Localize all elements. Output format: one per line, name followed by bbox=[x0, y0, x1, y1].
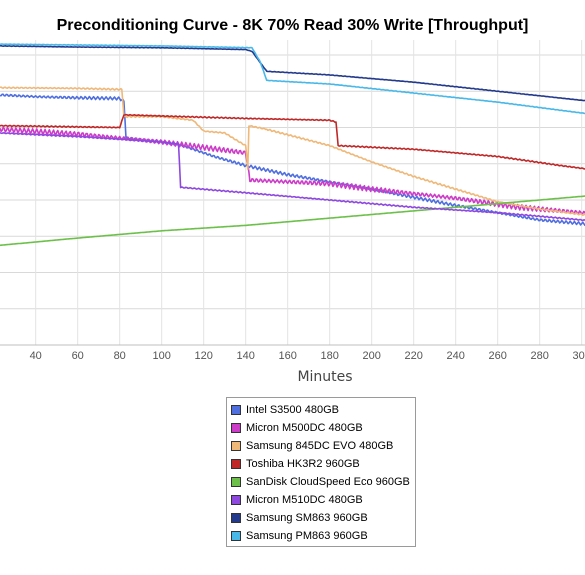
series-line-intel-s3500-480gb bbox=[0, 93, 585, 227]
x-tick-label: 200 bbox=[363, 350, 381, 362]
legend-item: Intel S3500 480GB bbox=[231, 401, 415, 419]
x-tick-label: 220 bbox=[405, 350, 423, 362]
legend-swatch bbox=[231, 441, 241, 451]
legend: Intel S3500 480GB Micron M500DC 480GB Sams… bbox=[226, 397, 416, 547]
legend-label: SanDisk CloudSpeed Eco 960GB bbox=[246, 476, 410, 488]
series-line-samsung-sm863-960gb bbox=[0, 44, 585, 102]
x-tick-label: 300 bbox=[573, 350, 585, 362]
legend-item: Samsung PM863 960GB bbox=[231, 527, 415, 545]
series-line-samsung-845dc-evo-480gb bbox=[0, 86, 585, 217]
series-line-samsung-pm863-960gb bbox=[0, 43, 585, 115]
legend-swatch bbox=[231, 477, 241, 487]
legend-label: Samsung SM863 960GB bbox=[246, 512, 368, 524]
series-lines bbox=[0, 43, 585, 247]
x-tick-label: 80 bbox=[114, 350, 126, 362]
legend-item: Samsung 845DC EVO 480GB bbox=[231, 437, 415, 455]
line-chart: 40 60 80 100 120 140 160 180 200 220 240 260 280 300 bbox=[0, 40, 585, 362]
legend-swatch bbox=[231, 423, 241, 433]
chart-title: Preconditioning Curve - 8K 70% Read 30% … bbox=[56, 17, 529, 34]
x-tick-label: 140 bbox=[237, 350, 255, 362]
legend-swatch bbox=[231, 459, 241, 469]
legend-swatch bbox=[231, 495, 241, 505]
x-tick-label: 100 bbox=[153, 350, 171, 362]
series-line-sandisk-cloudspeed-eco-960gb bbox=[0, 195, 585, 247]
legend-item: Micron M510DC 480GB bbox=[231, 491, 415, 509]
x-tick-label: 60 bbox=[72, 350, 84, 362]
series-line-micron-m510dc-480gb bbox=[0, 131, 585, 222]
x-tick-label: 280 bbox=[531, 350, 549, 362]
grid-lines bbox=[0, 40, 585, 346]
x-tick-label: 160 bbox=[279, 350, 297, 362]
series-line-micron-m500dc-480gb bbox=[0, 126, 585, 215]
legend-label: Micron M500DC 480GB bbox=[246, 422, 363, 434]
legend-label: Samsung 845DC EVO 480GB bbox=[246, 440, 394, 452]
x-tick-labels: 40 60 80 100 120 140 160 180 200 220 240 260 280 300 bbox=[30, 350, 585, 362]
legend-label: Toshiba HK3R2 960GB bbox=[246, 458, 360, 470]
x-tick-label: 40 bbox=[30, 350, 42, 362]
legend-label: Samsung PM863 960GB bbox=[246, 530, 368, 542]
legend-swatch bbox=[231, 513, 241, 523]
x-axis-label: Minutes bbox=[297, 369, 353, 385]
series-line-toshiba-hk3r2-960gb bbox=[0, 113, 585, 170]
legend-item: Samsung SM863 960GB bbox=[231, 509, 415, 527]
legend-item: Toshiba HK3R2 960GB bbox=[231, 455, 415, 473]
legend-item: Micron M500DC 480GB bbox=[231, 419, 415, 437]
legend-swatch bbox=[231, 531, 241, 541]
legend-swatch bbox=[231, 405, 241, 415]
x-tick-label: 260 bbox=[489, 350, 507, 362]
x-tick-label: 120 bbox=[195, 350, 213, 362]
x-tick-label: 180 bbox=[321, 350, 339, 362]
legend-item: SanDisk CloudSpeed Eco 960GB bbox=[231, 473, 415, 491]
legend-label: Intel S3500 480GB bbox=[246, 404, 339, 416]
x-tick-label: 240 bbox=[447, 350, 465, 362]
legend-label: Micron M510DC 480GB bbox=[246, 494, 363, 506]
